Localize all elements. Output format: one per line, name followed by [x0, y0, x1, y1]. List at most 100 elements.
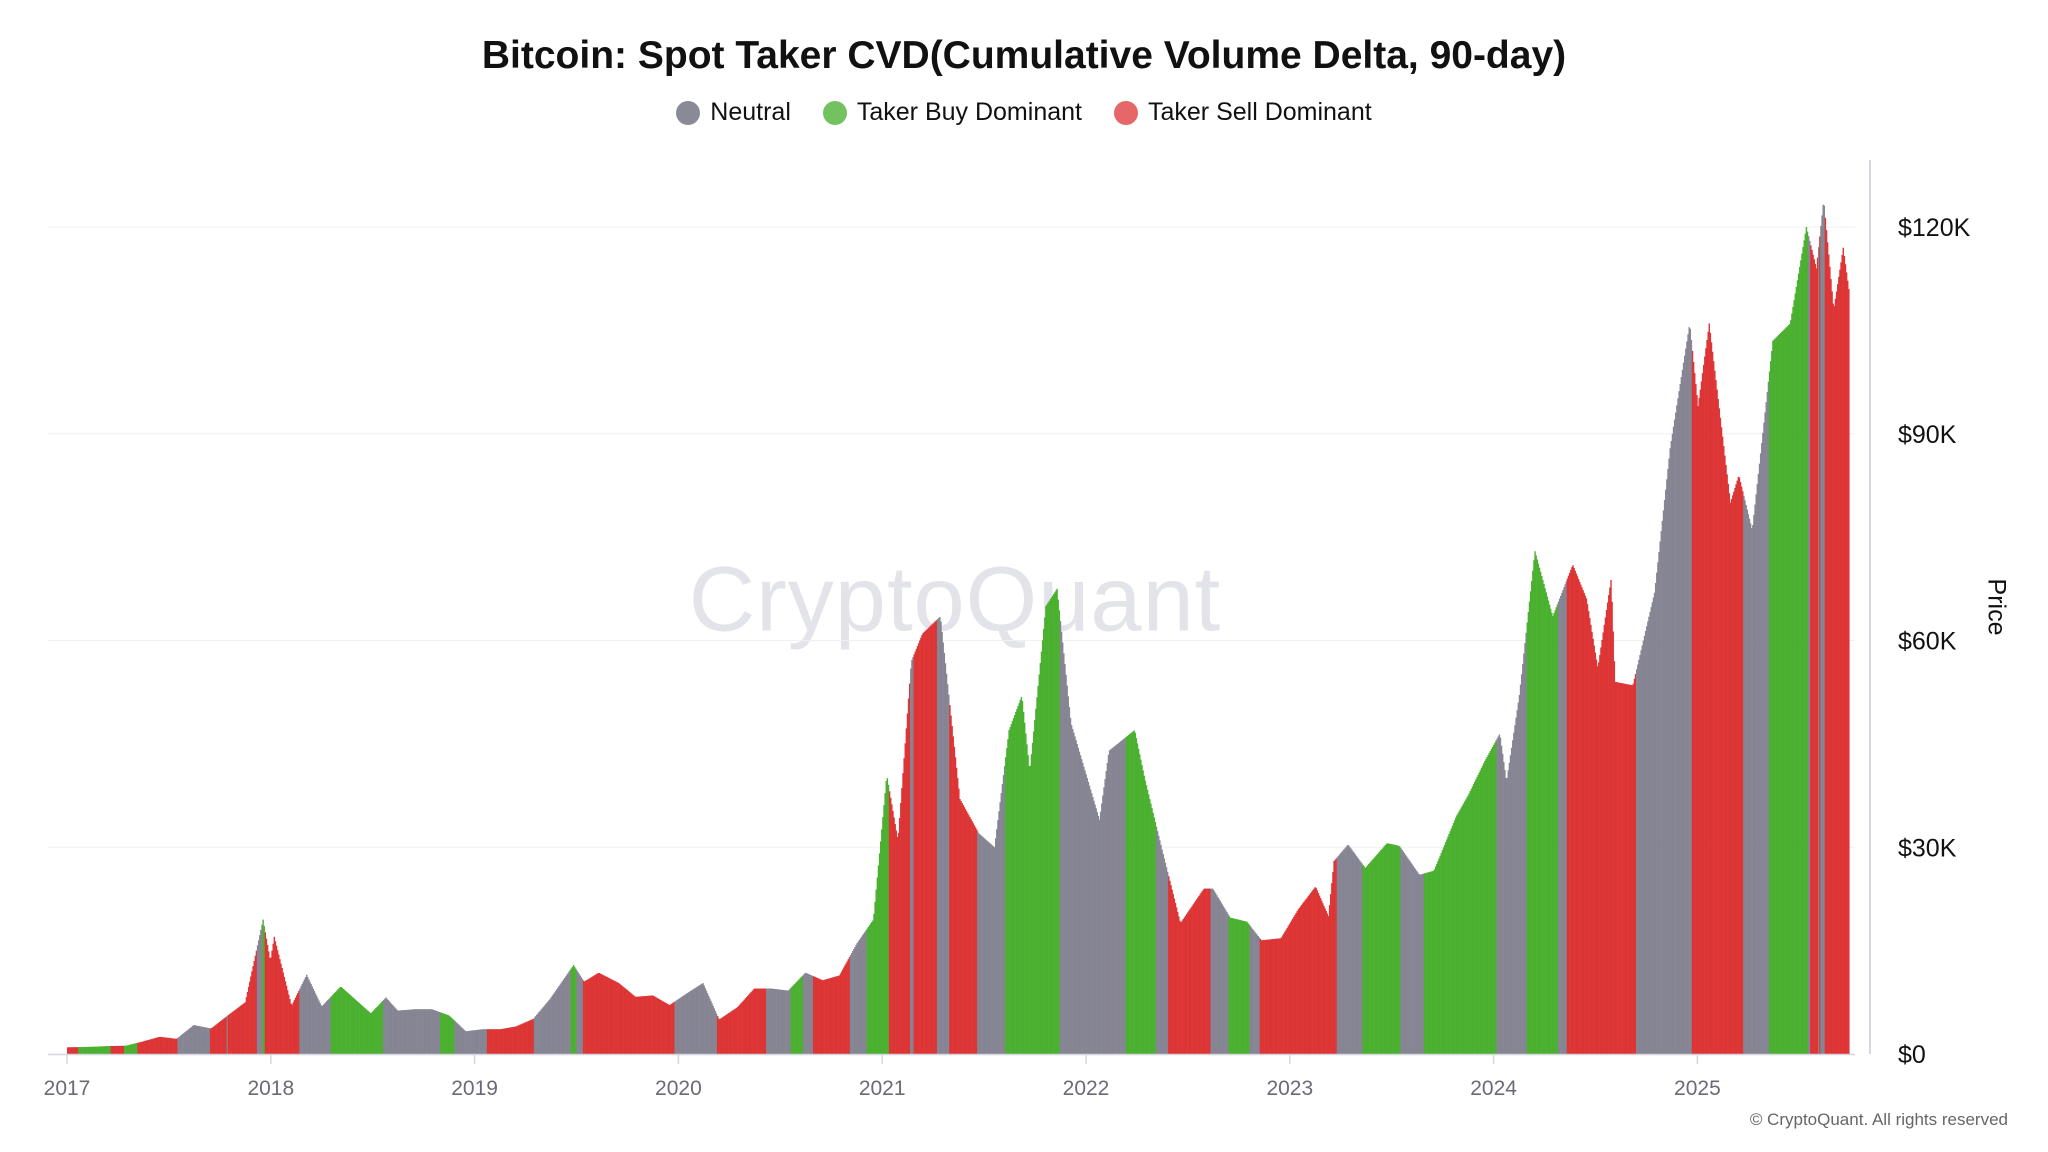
price-bar	[441, 1012, 443, 1054]
price-bar	[850, 953, 853, 1054]
price-bar	[231, 1012, 233, 1054]
price-bar	[601, 974, 604, 1054]
price-bar	[1098, 819, 1101, 1054]
price-bar	[484, 1029, 487, 1054]
price-bar	[198, 1026, 201, 1054]
price-bar	[1768, 371, 1771, 1054]
price-bar	[101, 1046, 104, 1054]
price-bar	[1580, 584, 1582, 1054]
price-bar	[922, 633, 924, 1054]
price-bar	[609, 978, 612, 1054]
price-bar	[232, 1011, 234, 1054]
price-bar	[1433, 869, 1436, 1054]
price-bar	[768, 988, 770, 1054]
price-bar	[1086, 778, 1088, 1054]
price-bar	[455, 1022, 458, 1054]
legend-item-neutral[interactable]: Neutral	[676, 98, 791, 127]
price-bar	[595, 974, 597, 1054]
price-bar	[992, 846, 995, 1054]
price-bar	[1399, 846, 1401, 1054]
price-bar	[413, 1009, 415, 1054]
price-bar	[1144, 780, 1147, 1054]
price-bar	[194, 1025, 196, 1054]
price-bar	[1099, 811, 1102, 1054]
price-bar	[423, 1009, 425, 1054]
price-bar	[838, 975, 841, 1054]
price-bar	[902, 773, 904, 1054]
price-bar	[519, 1024, 521, 1054]
price-bar	[1567, 575, 1570, 1054]
price-bar	[1632, 683, 1635, 1054]
price-bar	[197, 1025, 200, 1054]
price-bar	[699, 985, 701, 1054]
price-bar	[1311, 891, 1313, 1054]
price-bar	[1758, 463, 1761, 1054]
price-bar	[209, 1028, 212, 1054]
y-tick-label: $0	[1898, 1041, 1926, 1069]
price-bar	[1622, 683, 1624, 1054]
price-bar	[745, 997, 748, 1054]
price-bar	[302, 981, 305, 1054]
price-bar	[785, 990, 787, 1054]
price-bar	[511, 1027, 513, 1054]
price-bar	[1249, 925, 1252, 1054]
price-bar	[193, 1025, 195, 1054]
price-bar	[1478, 772, 1480, 1054]
price-bar	[514, 1026, 517, 1054]
price-bar	[109, 1046, 111, 1054]
price-bar	[1082, 762, 1084, 1054]
price-bar	[1171, 889, 1173, 1054]
price-bar	[330, 996, 332, 1054]
price-bar	[1613, 661, 1616, 1054]
price-bar	[1791, 313, 1793, 1054]
price-bar	[769, 988, 771, 1054]
price-bar	[1451, 825, 1454, 1054]
price-bar	[867, 926, 870, 1054]
price-bar	[1526, 622, 1528, 1054]
price-bar	[1772, 340, 1774, 1055]
price-bar	[1595, 659, 1598, 1054]
price-bar	[130, 1044, 133, 1054]
price-bar	[614, 981, 616, 1054]
price-bar	[1696, 395, 1698, 1054]
price-bar	[94, 1046, 97, 1054]
price-bar	[1517, 702, 1520, 1054]
price-bar	[954, 757, 957, 1054]
price-bar	[1192, 904, 1195, 1054]
price-bar	[1274, 938, 1276, 1054]
price-bar	[761, 988, 764, 1054]
price-bar	[664, 1002, 666, 1054]
price-bar	[684, 994, 686, 1054]
price-bar	[1816, 257, 1819, 1054]
price-bar	[751, 990, 753, 1054]
price-bar	[110, 1046, 112, 1054]
legend-label: Taker Buy Dominant	[856, 98, 1082, 126]
price-bar	[927, 627, 930, 1054]
price-bar	[581, 979, 584, 1054]
price-bar	[1257, 935, 1259, 1054]
price-bar	[615, 981, 617, 1054]
price-bar	[1037, 685, 1039, 1054]
price-bar	[936, 619, 939, 1054]
price-bar	[264, 932, 267, 1054]
price-bar	[719, 1019, 721, 1054]
price-bar	[1245, 921, 1247, 1054]
price-bar	[607, 977, 609, 1054]
price-bar	[1361, 863, 1363, 1054]
legend-item-sell[interactable]: Taker Sell Dominant	[1113, 98, 1372, 127]
price-bar	[1519, 684, 1522, 1054]
legend-item-buy[interactable]: Taker Buy Dominant	[822, 98, 1082, 127]
price-bar	[372, 1010, 375, 1054]
price-bar	[328, 998, 330, 1054]
price-bar	[993, 847, 996, 1054]
price-bar	[135, 1043, 137, 1054]
price-bar	[810, 975, 813, 1054]
price-bar	[1011, 721, 1014, 1054]
price-bar	[1322, 903, 1324, 1054]
price-bar	[1660, 531, 1662, 1054]
price-bar	[1840, 262, 1842, 1054]
price-bar	[116, 1045, 118, 1054]
price-bar	[837, 975, 839, 1054]
price-bar	[102, 1046, 105, 1054]
price-bar	[991, 845, 994, 1054]
